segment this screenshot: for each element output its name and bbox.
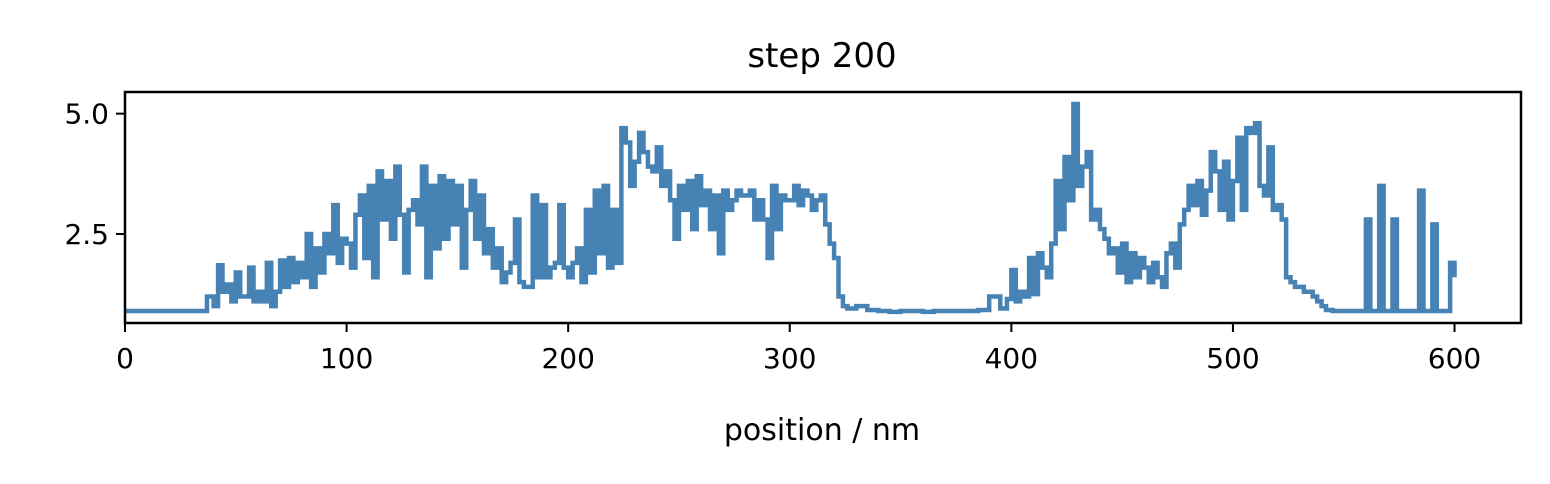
y-tick-label: 2.5: [64, 218, 109, 251]
x-axis-label: position / nm: [724, 413, 920, 448]
x-tick-label: 0: [116, 342, 134, 375]
y-tick-label: 5.0: [64, 98, 109, 131]
series-line-0: [125, 101, 1457, 315]
chart-title: step 200: [747, 36, 896, 76]
x-tick-label: 500: [1206, 342, 1259, 375]
plot-area: [125, 101, 1457, 315]
x-tick-label: 300: [763, 342, 816, 375]
axes-frame: [123, 90, 1523, 325]
x-tick-label: 600: [1428, 342, 1481, 375]
x-axis: 0 100 200 300 400 500 600: [116, 323, 1481, 375]
x-tick-label: 400: [985, 342, 1038, 375]
y-axis: 2.5 5.0: [64, 98, 125, 251]
x-tick-label: 200: [541, 342, 594, 375]
x-tick-label: 100: [320, 342, 373, 375]
